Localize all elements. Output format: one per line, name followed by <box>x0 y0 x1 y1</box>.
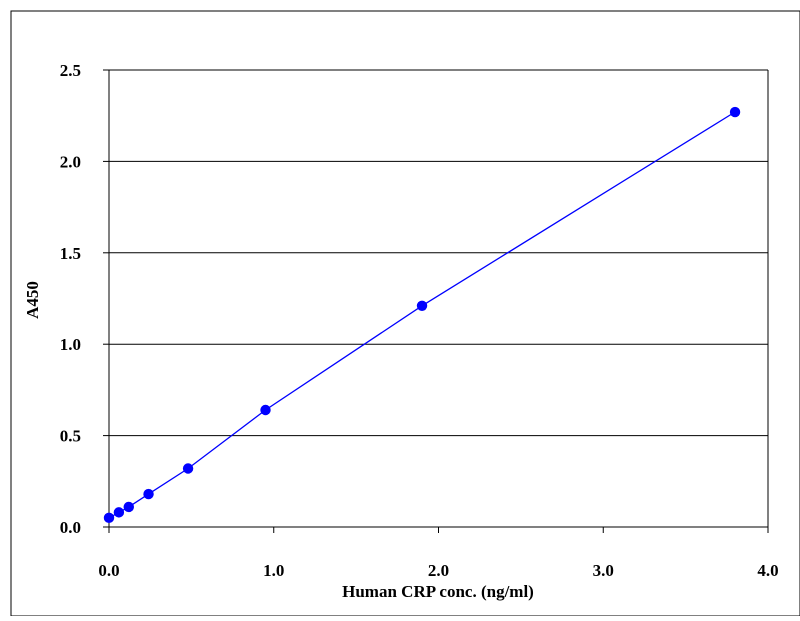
x-axis-title: Human CRP conc. (ng/ml) <box>342 582 534 601</box>
y-axis-title: A450 <box>23 281 42 319</box>
x-tick-label: 0.0 <box>98 561 119 580</box>
y-tick-labels: 0.0 0.5 1.0 1.5 2.0 2.5 <box>60 61 81 537</box>
data-point <box>729 106 741 118</box>
data-point <box>113 507 125 518</box>
y-tick-label: 1.5 <box>60 244 81 263</box>
data-point <box>123 501 134 513</box>
series-layer <box>103 106 741 524</box>
y-tick-label: 1.0 <box>60 335 81 354</box>
x-tick-labels: 0.0 1.0 2.0 3.0 4.0 <box>98 561 778 580</box>
x-tick-label: 2.0 <box>428 561 449 580</box>
x-tick-label: 3.0 <box>593 561 614 580</box>
data-point <box>416 300 428 312</box>
data-point <box>260 404 271 416</box>
x-tick-label: 4.0 <box>757 561 778 580</box>
x-tick-label: 1.0 <box>263 561 284 580</box>
data-point <box>143 488 154 500</box>
y-tick-label: 0.5 <box>60 427 81 446</box>
data-point <box>182 463 194 474</box>
y-tick-label: 2.5 <box>60 61 81 80</box>
grid-layer <box>109 69 768 437</box>
axes-layer <box>103 69 769 533</box>
y-tick-label: 2.0 <box>60 152 81 171</box>
y-tick-label: 0.0 <box>60 518 81 537</box>
data-point <box>103 512 115 524</box>
chart-outer-border <box>10 10 800 617</box>
